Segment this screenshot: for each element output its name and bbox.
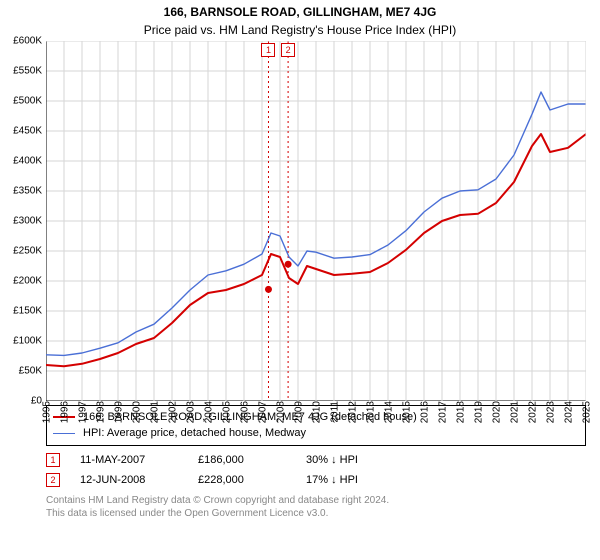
x-axis-label: 2022 bbox=[526, 401, 539, 423]
x-axis-label: 2009 bbox=[292, 401, 305, 423]
table-row: 1 11-MAY-2007£186,00030% ↓ HPI bbox=[46, 450, 366, 470]
sale-marker: 2 bbox=[281, 43, 295, 57]
x-axis-label: 2016 bbox=[418, 401, 431, 423]
y-axis-label: £200K bbox=[13, 275, 46, 286]
x-axis-label: 2015 bbox=[400, 401, 413, 423]
x-axis-label: 2008 bbox=[274, 401, 287, 423]
x-axis-label: 2011 bbox=[328, 401, 341, 423]
x-axis-label: 2014 bbox=[382, 401, 395, 423]
y-axis-label: £600K bbox=[13, 35, 46, 46]
footnote: Contains HM Land Registry data © Crown c… bbox=[46, 494, 586, 520]
x-axis-label: 1997 bbox=[76, 401, 89, 423]
sale-marker: 1 bbox=[261, 43, 275, 57]
x-axis-label: 2025 bbox=[580, 401, 593, 423]
y-axis-label: £300K bbox=[13, 215, 46, 226]
sales-table: 1 11-MAY-2007£186,00030% ↓ HPI 2 12-JUN-200… bbox=[46, 450, 366, 490]
page-subtitle: Price paid vs. HM Land Registry's House … bbox=[0, 21, 600, 41]
y-axis-label: £550K bbox=[13, 65, 46, 76]
sale-delta: 17% ↓ HPI bbox=[306, 470, 366, 490]
legend-label: HPI: Average price, detached house, Medw… bbox=[83, 425, 306, 442]
sale-date: 12-JUN-2008 bbox=[80, 470, 198, 490]
x-axis-label: 2005 bbox=[220, 401, 233, 423]
sale-price: £186,000 bbox=[198, 450, 306, 470]
footnote-line1: Contains HM Land Registry data © Crown c… bbox=[46, 494, 586, 507]
x-axis-label: 2004 bbox=[202, 401, 215, 423]
legend-item: HPI: Average price, detached house, Medw… bbox=[53, 425, 579, 442]
y-axis-label: £100K bbox=[13, 335, 46, 346]
x-axis-label: 1996 bbox=[58, 401, 71, 423]
x-axis-label: 2010 bbox=[310, 401, 323, 423]
x-axis-label: 2001 bbox=[148, 401, 161, 423]
x-axis-label: 2019 bbox=[472, 401, 485, 423]
sale-marker: 1 bbox=[46, 453, 60, 467]
y-axis-label: £50K bbox=[19, 365, 46, 376]
y-axis-label: £400K bbox=[13, 155, 46, 166]
x-axis-label: 2013 bbox=[364, 401, 377, 423]
sale-delta: 30% ↓ HPI bbox=[306, 450, 366, 470]
y-axis-label: £250K bbox=[13, 245, 46, 256]
chart-svg bbox=[46, 41, 586, 401]
x-axis-label: 2012 bbox=[346, 401, 359, 423]
x-axis-label: 2000 bbox=[130, 401, 143, 423]
table-row: 2 12-JUN-2008£228,00017% ↓ HPI bbox=[46, 470, 366, 490]
x-axis-label: 2003 bbox=[184, 401, 197, 423]
x-axis-label: 1998 bbox=[94, 401, 107, 423]
x-axis-label: 2024 bbox=[562, 401, 575, 423]
x-axis-label: 2007 bbox=[256, 401, 269, 423]
x-axis-label: 2006 bbox=[238, 401, 251, 423]
x-axis-label: 2018 bbox=[454, 401, 467, 423]
legend-swatch bbox=[53, 433, 75, 434]
y-axis-label: £450K bbox=[13, 125, 46, 136]
x-axis-label: 1995 bbox=[40, 401, 53, 423]
x-axis-label: 2017 bbox=[436, 401, 449, 423]
price-chart: £0£50K£100K£150K£200K£250K£300K£350K£400… bbox=[46, 41, 586, 401]
x-axis-label: 2002 bbox=[166, 401, 179, 423]
x-axis-label: 2023 bbox=[544, 401, 557, 423]
x-axis-label: 2021 bbox=[508, 401, 521, 423]
y-axis-label: £350K bbox=[13, 185, 46, 196]
sale-marker: 2 bbox=[46, 473, 60, 487]
x-axis-label: 2020 bbox=[490, 401, 503, 423]
x-axis-label: 1999 bbox=[112, 401, 125, 423]
y-axis-label: £500K bbox=[13, 95, 46, 106]
sale-date: 11-MAY-2007 bbox=[80, 450, 198, 470]
footnote-line2: This data is licensed under the Open Gov… bbox=[46, 507, 586, 520]
y-axis-label: £150K bbox=[13, 305, 46, 316]
page-title: 166, BARNSOLE ROAD, GILLINGHAM, ME7 4JG bbox=[0, 0, 600, 21]
sale-price: £228,000 bbox=[198, 470, 306, 490]
